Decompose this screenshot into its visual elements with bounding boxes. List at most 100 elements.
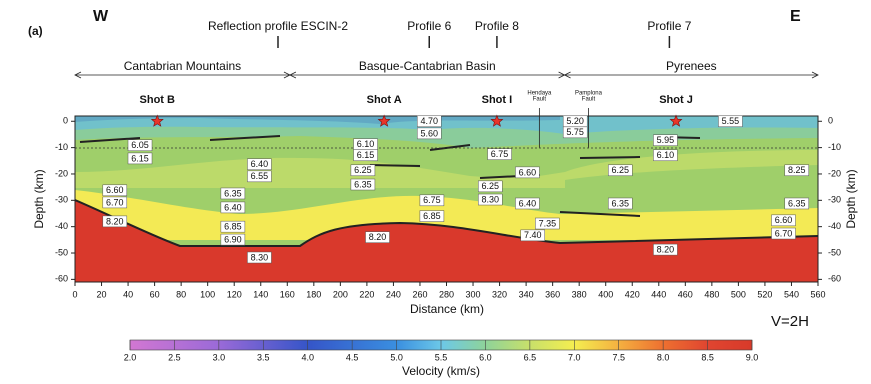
velocity-label-box xyxy=(419,194,445,207)
y-tick-label-right: 0 xyxy=(828,116,833,126)
velocity-label: 6.25 xyxy=(612,165,630,175)
velocity-label: 6.25 xyxy=(482,181,500,191)
colorbar-tick-label: 2.0 xyxy=(124,352,137,362)
west-label: W xyxy=(93,8,109,25)
x-tick-label: 60 xyxy=(150,289,160,299)
velocity-label: 8.20 xyxy=(106,216,124,226)
velocity-label: 6.60 xyxy=(775,215,793,225)
velocity-model xyxy=(75,116,818,282)
velocity-label: 5.55 xyxy=(722,116,740,126)
velocity-label-box xyxy=(220,220,246,233)
shot-star xyxy=(150,114,164,127)
velocity-label: 5.20 xyxy=(566,116,584,126)
velocity-label: 5.60 xyxy=(420,128,438,138)
velocity-label-box xyxy=(520,229,545,242)
velocity-label: 6.05 xyxy=(131,140,149,150)
shot-star xyxy=(669,114,683,127)
profile-label: Profile 8 xyxy=(475,19,519,33)
upper-crust xyxy=(75,116,818,148)
x-tick-label: 40 xyxy=(123,289,133,299)
x-tick-label: 380 xyxy=(572,289,587,299)
x-tick-label: 320 xyxy=(492,289,507,299)
x-tick-label: 420 xyxy=(625,289,640,299)
x-tick-label: 440 xyxy=(651,289,666,299)
x-tick-label: 260 xyxy=(412,289,427,299)
colorbar-tick-label: 2.5 xyxy=(168,352,181,362)
colorbar-tick-label: 3.0 xyxy=(213,352,226,362)
velocity-label-box xyxy=(247,158,272,170)
x-tick-label: 240 xyxy=(386,289,401,299)
y-tick-label-right: -50 xyxy=(828,247,841,257)
velocity-label: 8.20 xyxy=(657,244,675,254)
velocity-label-box xyxy=(784,164,810,177)
velocity-label-box xyxy=(365,231,390,243)
velocity-label-box xyxy=(771,214,796,227)
panel-label: (a) xyxy=(28,24,43,38)
velocity-label-box xyxy=(608,164,633,177)
x-tick-label: 200 xyxy=(333,289,348,299)
velocity-label: 6.25 xyxy=(354,165,372,175)
profile-label: Reflection profile ESCIN-2 xyxy=(208,19,348,33)
velocity-label-box xyxy=(487,148,512,160)
velocity-label: 6.85 xyxy=(224,222,242,232)
velocity-label: 6.35 xyxy=(612,198,630,208)
velocity-label-box xyxy=(478,193,503,206)
velocity-label: 6.60 xyxy=(106,185,124,195)
velocity-label-box xyxy=(102,215,128,228)
velocity-label-box xyxy=(220,187,246,200)
velocity-label: 6.15 xyxy=(131,153,149,163)
fault-label: Fault xyxy=(533,97,547,103)
shot-star xyxy=(490,114,504,127)
y-axis-title-right: Depth (km) xyxy=(844,169,858,228)
velocity-label-box xyxy=(102,196,128,209)
y-tick-label-right: -10 xyxy=(828,142,841,152)
colorbar-title: Velocity (km/s) xyxy=(402,364,480,378)
velocity-label: 8.30 xyxy=(251,252,269,262)
y-tick-label: -50 xyxy=(55,247,68,257)
fault-label: Fault xyxy=(582,97,596,103)
velocity-label: 6.90 xyxy=(224,234,242,244)
shot-label: Shot A xyxy=(367,94,402,106)
y-tick-label: -30 xyxy=(55,195,68,205)
velocity-label: 4.70 xyxy=(420,116,438,126)
x-axis-title: Distance (km) xyxy=(410,302,484,316)
velocity-label-box xyxy=(478,180,503,193)
velocity-label-box xyxy=(653,149,678,162)
velocity-label-box xyxy=(417,115,442,128)
colorbar-tick-label: 3.5 xyxy=(257,352,270,362)
y-tick-label: -40 xyxy=(55,221,68,231)
colorbar-tick-label: 5.0 xyxy=(390,352,403,362)
reflectors xyxy=(79,135,701,217)
velocity-label: 6.40 xyxy=(251,159,269,169)
velocity-label: 5.75 xyxy=(566,127,584,137)
velocity-label: 7.40 xyxy=(524,230,542,240)
x-tick-label: 80 xyxy=(176,289,186,299)
velocity-label: 6.70 xyxy=(775,228,793,238)
x-tick-label: 500 xyxy=(731,289,746,299)
y-tick-label-right: -20 xyxy=(828,168,841,178)
velocity-label: 6.75 xyxy=(423,195,441,205)
velocity-label: 6.10 xyxy=(657,150,675,160)
velocity-label: 6.70 xyxy=(106,197,124,207)
velocity-label-box xyxy=(562,126,588,139)
velocity-label: 6.40 xyxy=(519,198,537,208)
x-tick-label: 280 xyxy=(439,289,454,299)
y-tick-label: -10 xyxy=(55,142,68,152)
y-tick-label-right: -40 xyxy=(828,221,841,231)
velocity-label-box xyxy=(127,152,153,165)
moho xyxy=(75,199,818,247)
shot-star xyxy=(377,114,391,127)
velocity-label-box xyxy=(102,184,128,197)
x-tick-label: 560 xyxy=(810,289,825,299)
velocity-label-box xyxy=(608,197,633,210)
y-axis-title: Depth (km) xyxy=(32,169,46,228)
velocity-label: 6.55 xyxy=(251,171,269,181)
x-tick-label: 160 xyxy=(280,289,295,299)
velocity-label-box xyxy=(718,115,743,128)
shot-label: Shot J xyxy=(659,94,693,106)
x-tick-label: 220 xyxy=(359,289,374,299)
velocity-label: 6.85 xyxy=(423,211,441,221)
y-tick-label: -60 xyxy=(55,274,68,284)
velocity-label: 7.35 xyxy=(539,218,557,228)
colorbar-tick-label: 5.5 xyxy=(435,352,448,362)
